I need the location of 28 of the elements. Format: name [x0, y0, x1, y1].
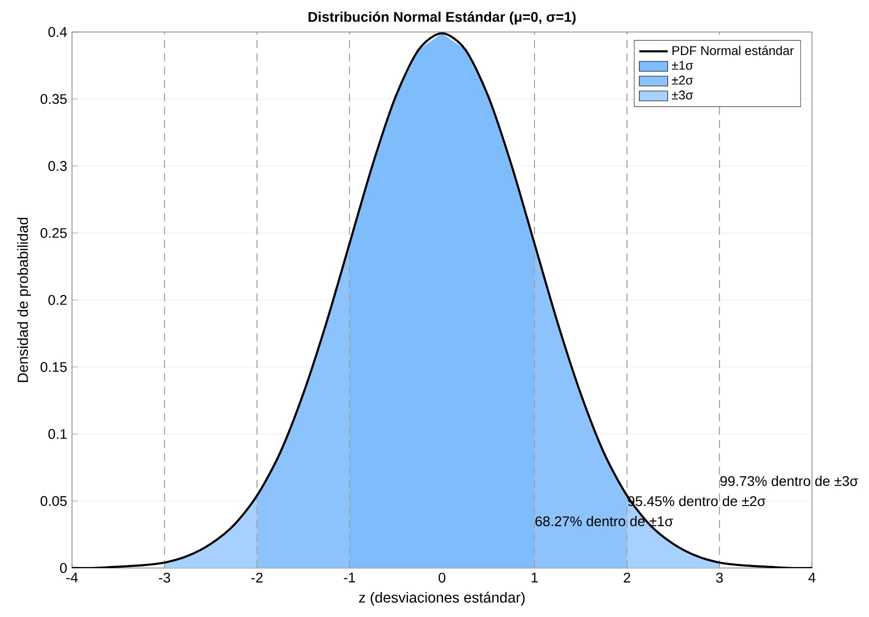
y-tick-label: 0.05 — [40, 496, 67, 506]
y-tick-label: 0.4 — [48, 27, 67, 37]
annotation: 68.27% dentro de ±1σ — [535, 516, 674, 526]
y-tick-label: 0 — [60, 563, 67, 573]
x-tick-label: 4 — [808, 572, 816, 582]
x-tick-label: -3 — [158, 572, 170, 583]
annotation: 99.73% dentro de ±3σ — [720, 476, 858, 486]
legend-label: PDF Normal estándar — [672, 46, 794, 56]
x-tick-label: 2 — [624, 572, 630, 582]
y-tick-label: 0.15 — [40, 362, 67, 372]
x-axis-title: z (desviaciones estándar) — [359, 592, 525, 606]
y-tick-label: 0.1 — [48, 429, 67, 439]
y-tick-label: 0.25 — [40, 228, 67, 238]
y-tick-label: 0.2 — [48, 295, 67, 305]
legend-label: ±1σ — [672, 60, 694, 70]
x-tick-label: 0 — [438, 572, 446, 583]
x-tick-label: 3 — [716, 572, 723, 583]
y-tick-label: 0.35 — [40, 94, 67, 104]
x-tick-label: -2 — [251, 572, 263, 582]
x-tick-label: -4 — [66, 572, 78, 582]
x-tick-label: 1 — [532, 572, 538, 582]
x-tick-label: -1 — [344, 572, 356, 582]
chart-title: Distribución Normal Estándar (μ=0, σ=1) — [308, 11, 576, 25]
y-tick-label: 0.3 — [48, 161, 67, 171]
legend-label: ±2σ — [672, 76, 694, 85]
legend-label: ±3σ — [672, 90, 694, 100]
y-axis-title: Densidad de probabilidad — [17, 218, 31, 382]
line-series — [72, 32, 812, 568]
